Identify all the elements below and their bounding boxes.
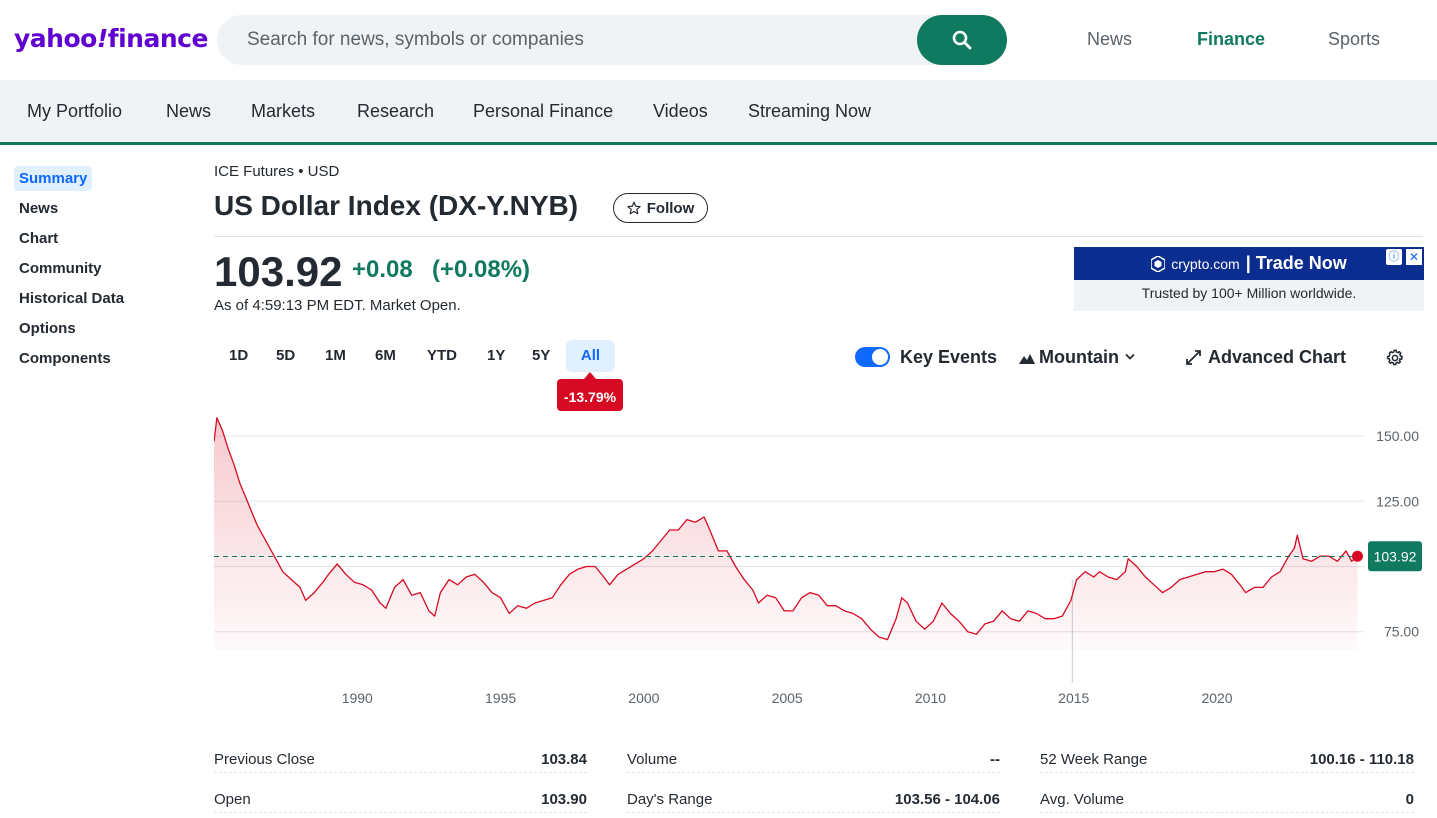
topnav-sports[interactable]: Sports [1328, 29, 1381, 49]
header-divider [214, 236, 1423, 237]
ad-brand: crypto.com [1171, 255, 1240, 272]
range-tab-5y[interactable]: 5Y [532, 347, 551, 364]
stat-avg-volume: Avg. Volume 0 [1040, 783, 1414, 813]
x-tick-label: 2010 [915, 690, 946, 706]
stat-value: 100.16 - 110.18 [1309, 751, 1414, 768]
price-area [214, 417, 1358, 650]
subnav-personal-finance[interactable]: Personal Finance [473, 101, 614, 121]
ad-close-icon[interactable]: ✕ [1406, 249, 1422, 265]
topnav-finance[interactable]: Finance [1197, 29, 1266, 49]
subnav-my-portfolio[interactable]: My Portfolio [27, 101, 123, 121]
price-line [214, 417, 1358, 641]
as-of-timestamp: As of 4:59:13 PM EDT. Market Open. [214, 297, 461, 314]
search-button[interactable] [917, 15, 1007, 65]
sidebar-item-historical-data[interactable]: Historical Data [19, 290, 125, 307]
yahoo-finance-logo[interactable]: yahoo!finance [14, 24, 208, 53]
sidebar-item-components[interactable]: Components [19, 350, 111, 367]
stat-days-range: Day's Range 103.56 - 104.06 [627, 783, 1000, 813]
gear-icon[interactable] [1386, 349, 1404, 367]
stat-value: -- [990, 751, 1000, 768]
search-input[interactable] [247, 15, 907, 65]
stat-label: Avg. Volume [1040, 791, 1124, 808]
subnav-streaming-now[interactable]: Streaming Now [748, 101, 872, 121]
logo-text-suffix: finance [107, 24, 209, 53]
star-icon [627, 201, 641, 215]
search-bar [217, 15, 1007, 65]
stat-label: Previous Close [214, 751, 315, 768]
subnav-markets[interactable]: Markets [251, 101, 316, 121]
range-tab-5d[interactable]: 5D [276, 347, 296, 364]
ad-top-bar: crypto.com | Trade Now [1074, 247, 1424, 280]
chart-labels: 150.00 125.00 75.00 1990 1995 2000 2005 2010 201… [342, 428, 1422, 706]
logo-text-main: yahoo [14, 24, 97, 53]
subnav-videos[interactable]: Videos [653, 101, 708, 121]
range-tab-6m[interactable]: 6M [375, 347, 396, 364]
stat-label: Open [214, 791, 251, 808]
advanced-chart-button[interactable]: Advanced Chart [1208, 347, 1347, 367]
range-tab-ytd[interactable]: YTD [427, 347, 457, 364]
ad-subtitle: Trusted by 100+ Million worldwide. [1141, 285, 1357, 301]
stat-value: 0 [1405, 791, 1414, 808]
stat-value: 103.90 [541, 791, 587, 808]
follow-button[interactable]: Follow [613, 193, 708, 223]
ad-cta: | Trade Now [1245, 253, 1347, 273]
price-change-percent: (+0.08%) [432, 256, 531, 283]
chart-type-dropdown[interactable]: Mountain [1039, 347, 1119, 367]
ad-banner[interactable]: crypto.com | Trade Now ⓘ ✕ Trusted by 10… [1074, 247, 1424, 311]
range-tab-1d[interactable]: 1D [229, 347, 249, 364]
last-price-label: 103.92 [1374, 548, 1417, 564]
expand-icon [1186, 350, 1201, 365]
stat-label: Day's Range [627, 791, 713, 808]
y-tick-label: 75.00 [1384, 624, 1419, 640]
x-tick-label: 2005 [772, 690, 803, 706]
x-tick-label: 1990 [342, 690, 373, 706]
finance-subnav: My Portfolio News Markets Research Perso… [0, 80, 1437, 145]
stat-open: Open 103.90 [214, 783, 587, 813]
sidebar-item-summary[interactable]: Summary [14, 166, 93, 191]
last-price-badge [1368, 541, 1422, 572]
sidebar-item-news[interactable]: News [19, 200, 59, 217]
ad-info-icon[interactable]: ⓘ [1386, 249, 1402, 265]
x-tick-label: 2000 [628, 690, 659, 706]
search-icon [952, 30, 972, 50]
range-tab-all[interactable]: All [566, 340, 615, 372]
price-change: +0.08 [352, 256, 413, 283]
range-tab-1m[interactable]: 1M [325, 347, 346, 364]
key-events-toggle[interactable] [855, 347, 890, 367]
mountain-icon [1019, 354, 1035, 364]
follow-label: Follow [646, 199, 695, 217]
toggle-knob [872, 349, 888, 365]
stat-value: 103.84 [541, 751, 587, 768]
top-header: yahoo!finance News Finance Sports [0, 0, 1437, 80]
logo-text-excl: ! [96, 24, 108, 53]
x-tick-label: 2015 [1058, 690, 1089, 706]
exchange-label: ICE Futures • USD [214, 163, 340, 180]
last-price-dot [1351, 550, 1363, 562]
sidebar-item-chart[interactable]: Chart [19, 230, 59, 247]
range-change-badge: -13.79% [557, 372, 623, 411]
x-tick-label: 1995 [485, 690, 516, 706]
price-chart[interactable]: 150.00 125.00 75.00 1990 1995 2000 2005 2010 201… [214, 400, 1437, 710]
sidebar-item-options[interactable]: Options [19, 320, 76, 337]
stat-label: 52 Week Range [1040, 751, 1148, 768]
page-title: US Dollar Index (DX-Y.NYB) [214, 190, 579, 221]
x-tick-label: 2020 [1201, 690, 1232, 706]
stat-volume: Volume -- [627, 743, 1000, 773]
stat-52-week-range: 52 Week Range 100.16 - 110.18 [1040, 743, 1414, 773]
topnav-news[interactable]: News [1087, 29, 1133, 49]
stat-label: Volume [627, 751, 678, 768]
range-tab-1y[interactable]: 1Y [487, 347, 506, 364]
subnav-news[interactable]: News [166, 101, 212, 121]
chevron-down-icon[interactable] [1125, 353, 1135, 361]
y-tick-label: 125.00 [1376, 493, 1419, 509]
sidebar-item-community[interactable]: Community [19, 260, 102, 277]
key-events-label[interactable]: Key Events [900, 347, 998, 367]
current-price: 103.92 [214, 248, 343, 295]
stat-previous-close: Previous Close 103.84 [214, 743, 587, 773]
crypto-logo-icon [1151, 255, 1166, 272]
y-tick-label: 150.00 [1376, 428, 1419, 444]
subnav-research[interactable]: Research [357, 101, 435, 121]
chart-marks [214, 417, 1364, 650]
stat-value: 103.56 - 104.06 [894, 791, 1000, 808]
